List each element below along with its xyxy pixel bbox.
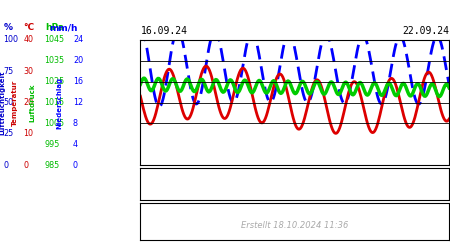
Text: 1045: 1045	[44, 36, 64, 44]
Text: Niederschlag: Niederschlag	[56, 76, 63, 128]
Text: 50: 50	[4, 98, 13, 107]
Text: 4: 4	[73, 140, 78, 149]
Text: %: %	[4, 24, 13, 32]
Text: Erstellt 18.10.2024 11:36: Erstellt 18.10.2024 11:36	[241, 220, 348, 230]
Text: 20: 20	[73, 56, 83, 65]
Text: 24: 24	[73, 36, 83, 44]
Text: 20: 20	[23, 98, 33, 107]
Text: 30: 30	[23, 67, 33, 76]
Text: 16.09.24: 16.09.24	[140, 26, 187, 36]
Text: 16: 16	[73, 77, 83, 86]
Text: 40: 40	[23, 36, 33, 44]
Text: Luftdruck: Luftdruck	[30, 83, 36, 122]
Text: Temperatur: Temperatur	[11, 80, 18, 126]
Text: 0: 0	[23, 160, 28, 170]
Text: 1025: 1025	[44, 77, 64, 86]
Text: mm/h: mm/h	[49, 24, 77, 32]
Text: 985: 985	[44, 160, 59, 170]
Text: hPa: hPa	[45, 24, 64, 32]
Text: Luftfeuchtigkeit: Luftfeuchtigkeit	[0, 70, 5, 135]
Text: 12: 12	[73, 98, 83, 107]
Text: 75: 75	[4, 67, 14, 76]
Text: 995: 995	[44, 140, 59, 149]
Text: 22.09.24: 22.09.24	[402, 26, 449, 36]
Text: 1015: 1015	[44, 98, 64, 107]
Text: 1005: 1005	[44, 119, 64, 128]
Text: 8: 8	[73, 119, 78, 128]
Text: 25: 25	[4, 129, 14, 138]
Text: 100: 100	[4, 36, 18, 44]
Text: °C: °C	[23, 24, 35, 32]
Text: 0: 0	[73, 160, 78, 170]
Text: 10: 10	[23, 129, 33, 138]
Text: 0: 0	[4, 160, 9, 170]
Text: 1035: 1035	[44, 56, 64, 65]
